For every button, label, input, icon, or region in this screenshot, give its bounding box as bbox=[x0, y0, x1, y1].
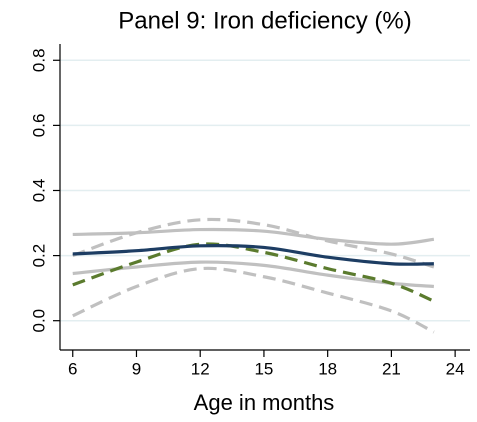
x-tick-label: 18 bbox=[318, 359, 337, 378]
y-tick-label: 0.4 bbox=[29, 179, 48, 203]
x-axis-label: Age in months bbox=[194, 390, 335, 415]
x-tick-label: 21 bbox=[382, 359, 401, 378]
chart-title: Panel 9: Iron deficiency (%) bbox=[118, 7, 411, 34]
y-tick-label: 0.0 bbox=[29, 309, 48, 333]
x-tick-label: 12 bbox=[191, 359, 210, 378]
y-tick-label: 0.2 bbox=[29, 244, 48, 268]
x-tick-label: 15 bbox=[254, 359, 273, 378]
line-series bbox=[72, 227, 435, 246]
x-tick-label: 6 bbox=[68, 359, 77, 378]
line-series bbox=[72, 266, 435, 334]
y-tick-label: 0.6 bbox=[29, 114, 48, 138]
x-tick-label: 24 bbox=[446, 359, 465, 378]
line-series bbox=[72, 242, 435, 303]
x-tick-label: 9 bbox=[132, 359, 141, 378]
line-series bbox=[72, 243, 434, 266]
y-tick-label: 0.8 bbox=[29, 48, 48, 72]
